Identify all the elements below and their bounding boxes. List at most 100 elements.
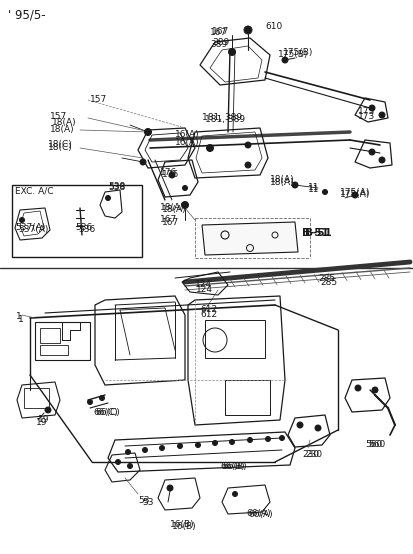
Circle shape <box>243 26 252 34</box>
Text: 1: 1 <box>18 315 24 324</box>
Text: 536: 536 <box>78 225 95 234</box>
Bar <box>204 320 264 358</box>
Circle shape <box>99 396 104 401</box>
Circle shape <box>378 157 384 163</box>
Text: 157: 157 <box>90 95 107 104</box>
Text: 66(C): 66(C) <box>95 408 119 417</box>
Text: 53: 53 <box>138 496 149 505</box>
Text: 18(A): 18(A) <box>161 205 186 214</box>
Circle shape <box>195 443 200 448</box>
Text: 18(C): 18(C) <box>48 143 73 152</box>
Circle shape <box>181 202 188 208</box>
Text: 612: 612 <box>199 310 216 319</box>
Text: 53: 53 <box>142 498 153 507</box>
Circle shape <box>212 440 217 445</box>
Text: 167: 167 <box>211 27 229 36</box>
Circle shape <box>378 112 384 118</box>
Text: 18(A): 18(A) <box>50 125 74 134</box>
Text: 19: 19 <box>36 418 47 427</box>
Circle shape <box>228 49 235 55</box>
Text: 167: 167 <box>159 215 177 224</box>
Bar <box>12 185 142 257</box>
Circle shape <box>169 172 175 178</box>
Circle shape <box>19 218 24 223</box>
Text: 610: 610 <box>264 22 282 31</box>
Circle shape <box>125 449 130 454</box>
Circle shape <box>279 435 284 440</box>
Circle shape <box>291 182 297 188</box>
Circle shape <box>371 387 377 393</box>
Circle shape <box>351 192 357 198</box>
Circle shape <box>142 448 147 453</box>
Text: 181, 389: 181, 389 <box>204 115 244 124</box>
Text: 19: 19 <box>38 415 50 424</box>
Text: 536: 536 <box>75 223 92 232</box>
Text: 173: 173 <box>357 112 374 121</box>
Text: 16(B): 16(B) <box>171 522 196 531</box>
Circle shape <box>45 407 51 413</box>
Text: 175(B): 175(B) <box>282 48 313 57</box>
Text: 18(A): 18(A) <box>269 175 294 184</box>
Circle shape <box>166 485 173 491</box>
Text: 230: 230 <box>304 450 321 459</box>
Text: 16(A): 16(A) <box>175 130 199 139</box>
Circle shape <box>159 445 164 450</box>
Text: 173: 173 <box>357 107 374 116</box>
Circle shape <box>140 159 146 165</box>
Text: 66(A): 66(A) <box>247 510 272 519</box>
Circle shape <box>244 142 250 148</box>
Text: 66(C): 66(C) <box>93 408 117 417</box>
Circle shape <box>296 422 302 428</box>
Text: 560: 560 <box>364 440 381 449</box>
Text: 18(A): 18(A) <box>269 178 294 187</box>
Text: 11: 11 <box>307 183 319 192</box>
Circle shape <box>322 189 327 194</box>
Text: 175(A): 175(A) <box>339 190 370 199</box>
Bar <box>224 380 269 415</box>
Text: 66(B): 66(B) <box>219 462 244 471</box>
Bar <box>40 345 68 355</box>
Text: 16(A): 16(A) <box>175 138 199 147</box>
Text: 167: 167 <box>209 28 227 37</box>
Text: 537(A): 537(A) <box>18 225 48 234</box>
Circle shape <box>177 444 182 449</box>
Text: 285: 285 <box>317 274 334 283</box>
Circle shape <box>368 149 374 155</box>
Text: 176: 176 <box>159 168 177 177</box>
Circle shape <box>182 186 187 191</box>
Text: 66(A): 66(A) <box>245 509 270 518</box>
Circle shape <box>144 129 151 136</box>
Text: 612: 612 <box>199 305 216 314</box>
Text: B-51: B-51 <box>304 228 331 238</box>
Text: 1: 1 <box>16 312 22 321</box>
Text: 175(B): 175(B) <box>277 50 308 59</box>
Text: 538: 538 <box>108 182 125 191</box>
Text: 176: 176 <box>161 170 179 179</box>
Circle shape <box>127 464 132 469</box>
Circle shape <box>232 491 237 496</box>
Bar <box>40 328 60 343</box>
Text: 66(B): 66(B) <box>221 462 246 471</box>
Text: 230: 230 <box>301 450 318 459</box>
Polygon shape <box>202 222 297 255</box>
Text: 537(A): 537(A) <box>15 223 45 232</box>
Text: 11: 11 <box>307 185 319 194</box>
Text: 181, 389: 181, 389 <box>202 113 242 122</box>
Text: 285: 285 <box>319 278 336 287</box>
Text: 124: 124 <box>195 280 211 289</box>
Circle shape <box>314 425 320 431</box>
Bar <box>35 322 90 360</box>
Circle shape <box>87 399 92 404</box>
Circle shape <box>229 439 234 444</box>
Text: 157: 157 <box>50 112 67 121</box>
Text: 18(A): 18(A) <box>159 203 184 212</box>
Circle shape <box>281 57 287 63</box>
Bar <box>24 388 49 408</box>
Text: EXC. A/C: EXC. A/C <box>15 187 53 196</box>
Text: 124: 124 <box>195 285 212 294</box>
Circle shape <box>368 105 374 111</box>
Text: 16(B): 16(B) <box>170 520 194 529</box>
Text: 560: 560 <box>367 440 385 449</box>
Circle shape <box>105 196 110 201</box>
Text: 389: 389 <box>211 38 229 47</box>
